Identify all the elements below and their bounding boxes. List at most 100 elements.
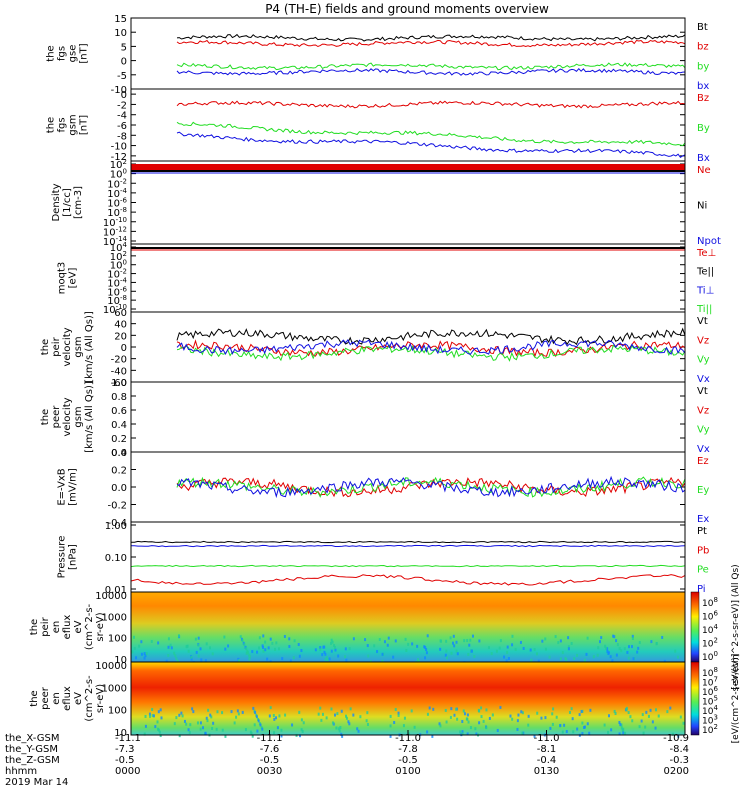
spectrogram-speck: [150, 639, 153, 643]
spectrogram-speck: [157, 641, 160, 645]
spectrogram-speck: [505, 659, 508, 663]
spectrogram-speck: [297, 643, 300, 647]
spectrogram-speck: [177, 634, 180, 638]
spectrogram-speck: [431, 734, 434, 738]
spectrogram-speck: [491, 713, 494, 717]
spectrogram-speck: [314, 648, 317, 652]
spectrogram-speck: [581, 732, 584, 736]
spectrogram-speck: [439, 639, 442, 643]
tick-base: 10: [702, 707, 714, 717]
spectrogram-speck: [181, 714, 184, 718]
legend-Vx: Vx: [697, 374, 710, 385]
spectrogram-speck: [636, 650, 639, 654]
y-tick-label: 10-2: [107, 268, 127, 281]
spectrogram-speck: [256, 729, 259, 733]
spectrogram-speck: [345, 658, 348, 662]
tick-base: 10: [107, 199, 120, 210]
spectrogram-speck: [425, 648, 428, 652]
y-axis-label-line: fgs: [57, 117, 68, 132]
spectrogram-speck: [654, 726, 657, 730]
spectrogram-speck: [570, 707, 573, 711]
y-tick-label: 0.01: [105, 585, 127, 596]
spectrogram-speck: [480, 715, 483, 719]
legend-Ni: Ni: [697, 201, 707, 212]
spectrogram-speck: [490, 652, 493, 656]
spectrogram-speck: [446, 656, 449, 660]
spectrogram-speck: [224, 734, 227, 738]
y-tick-label: 40: [114, 320, 127, 331]
x-tick-x: -11.0: [534, 733, 560, 744]
spectrogram-speck: [620, 723, 623, 727]
spectrogram-speck: [516, 719, 519, 723]
spectrogram-speck: [527, 714, 530, 718]
series-line-Ey: [176, 476, 686, 498]
y-tick-label: 10-4: [107, 187, 127, 200]
y-axis-label-line: gsm: [73, 336, 84, 357]
spectrogram-speck: [607, 714, 610, 718]
spectrogram-speck: [269, 637, 272, 641]
spectrogram-speck: [564, 656, 567, 660]
colorbar-label: [eV/(cm^2-s-sr-eV)]: [731, 654, 741, 744]
spectrogram-speck: [250, 731, 253, 735]
spectrogram-speck: [188, 730, 191, 734]
spectrogram-speck: [257, 719, 260, 723]
spectrogram-speck: [348, 647, 351, 651]
spectrogram-speck: [559, 639, 562, 643]
legend-Ti⊥: Ti⊥: [696, 285, 714, 296]
spectrogram-speck: [224, 647, 227, 651]
spectrogram-speck: [511, 717, 514, 721]
spectrogram-speck: [289, 659, 292, 663]
spectrogram-speck: [251, 734, 254, 738]
panel-frame: [130, 17, 686, 90]
y-tick-label: 0.4: [111, 420, 127, 431]
spectrogram-speck: [258, 636, 261, 640]
spectrogram-speck: [364, 638, 367, 642]
spectrogram-speck: [467, 720, 470, 724]
series-line-Bt: [176, 33, 686, 42]
tick-base: 10: [107, 270, 120, 281]
x-tick-hhmm: 0030: [257, 766, 282, 777]
spectrogram-speck: [264, 648, 267, 652]
spectrogram-speck: [627, 656, 630, 660]
y-axis-label-line: fgs: [57, 46, 68, 61]
y-tick-label: 100: [108, 706, 127, 717]
spectrogram-speck: [266, 657, 269, 661]
spectrogram-speck: [190, 655, 193, 659]
y-tick-label: 10: [114, 655, 127, 666]
spectrogram-speck: [236, 709, 239, 713]
series-line-Bx: [176, 131, 686, 158]
y-tick-label: -0.4: [107, 518, 127, 529]
spectrogram-speck: [620, 649, 623, 653]
spectrogram-speck: [407, 642, 410, 646]
spectrogram-speck: [189, 723, 192, 727]
spectrogram-speck: [676, 655, 679, 659]
spectrogram-speck: [165, 659, 168, 663]
spectrogram-speck: [204, 732, 207, 736]
spectrogram-speck: [337, 727, 340, 731]
y-axis-label-line: Pressure: [57, 536, 68, 579]
spectrogram-speck: [671, 732, 674, 736]
y-axis-label-line: velocity: [62, 327, 73, 366]
spectrogram-speck: [143, 732, 146, 736]
spectrogram-speck: [187, 728, 190, 732]
spectrogram-speck: [557, 641, 560, 645]
y-axis-label-line: eflux: [62, 686, 73, 711]
spectrogram-speck: [453, 644, 456, 648]
spectrogram-speck: [144, 654, 147, 658]
spectrogram-speck: [187, 649, 190, 653]
spectrogram-speck: [207, 708, 210, 712]
spectrogram-speck: [278, 647, 281, 651]
spectrogram-speck: [604, 646, 607, 650]
spectrogram-speck: [580, 709, 583, 713]
spectrogram-electron: [131, 662, 685, 735]
x-tick-hhmm: 0130: [534, 766, 559, 777]
y-axis-label-line: [1/cc]: [62, 188, 73, 217]
y-tick-label: 0.2: [111, 434, 127, 445]
spectrogram-speck: [621, 728, 624, 732]
spectrogram-speck: [445, 649, 448, 653]
spectrogram-speck: [632, 657, 635, 661]
spectrogram-speck: [461, 719, 464, 723]
tick-exponent: 3: [713, 714, 717, 722]
spectrogram-speck: [598, 640, 601, 644]
series-line-Vz: [176, 339, 686, 358]
